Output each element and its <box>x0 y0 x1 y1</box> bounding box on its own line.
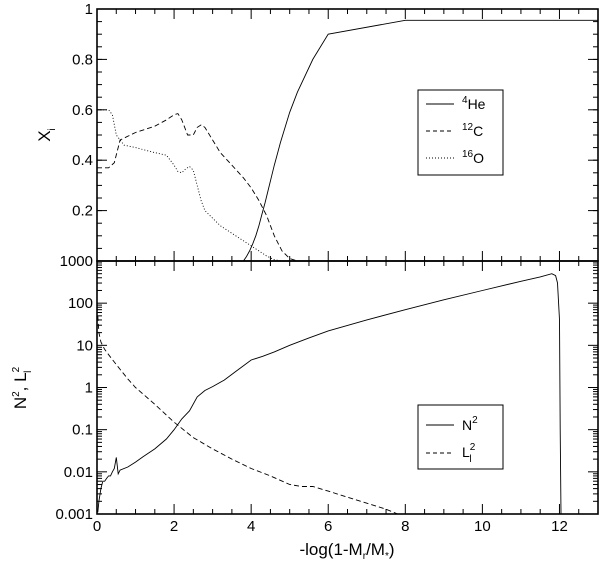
bottom-x-ticks: 0 2 4 6 8 10 12 <box>93 261 599 535</box>
series-line-n2 <box>97 273 562 515</box>
top-curves <box>97 19 598 262</box>
top-y-tick-label: 1 <box>85 1 93 18</box>
bottom-y-tick-label: 1 <box>85 380 93 397</box>
bottom-y-tick-label: 10 <box>76 337 93 354</box>
bottom-x-tick-label: 12 <box>551 518 568 535</box>
legend-entry-l2l: L2 l <box>426 442 476 465</box>
bottom-x-tick-label: 8 <box>401 518 409 535</box>
bottom-legend: N2 L2 l <box>417 404 504 470</box>
legend-entry-o16: 16O <box>426 149 484 166</box>
bottom-curves <box>97 273 562 515</box>
bottom-panel: 0.001 0.01 0.1 1 10 100 1000 0 2 4 6 8 10 12 N2, L2l… <box>11 253 599 562</box>
bottom-x-tick-label: 2 <box>170 518 178 535</box>
bottom-y-tick-label: 0.01 <box>64 464 93 481</box>
top-plot-frame <box>96 8 599 262</box>
top-y-tick-label: 0.4 <box>72 152 93 169</box>
bottom-x-tick-label: 10 <box>474 518 491 535</box>
bottom-y-tick-label: 0.001 <box>55 506 93 523</box>
legend-label-n2: N2 <box>462 415 478 433</box>
top-y-axis-label: Xi <box>35 128 58 142</box>
top-panel: 0.2 0.4 0.6 0.8 1 Xi 4He 12C 16O <box>35 1 599 262</box>
legend-entry-he4: 4He <box>426 95 486 112</box>
legend-label-o16: 16O <box>462 149 484 166</box>
bottom-x-tick-label: 0 <box>93 518 101 535</box>
bottom-y-tick-label: 100 <box>68 295 93 312</box>
bottom-y-ticks: 0.001 0.01 0.1 1 10 100 1000 <box>55 253 598 523</box>
bottom-legend-box <box>417 404 504 470</box>
bottom-x-axis-label: -log(1-Mr/M*) <box>299 540 394 562</box>
series-line-l2l <box>97 315 398 515</box>
top-y-ticks: 0.2 0.4 0.6 0.8 1 <box>72 1 598 262</box>
top-y-tick-label: 0.6 <box>72 102 93 119</box>
legend-label-l2l: L2 l <box>462 442 476 465</box>
bottom-y-axis-label: N2, L2l <box>11 366 34 409</box>
bottom-x-tick-label: 6 <box>324 518 332 535</box>
series-line-12c <box>97 113 298 262</box>
bottom-plot-frame <box>96 260 599 515</box>
bottom-y-tick-label: 0.1 <box>72 422 93 439</box>
legend-entry-c12: 12C <box>426 122 483 139</box>
top-y-tick-label: 0.2 <box>72 203 93 220</box>
top-x-ticks <box>96 9 599 261</box>
bottom-y-tick-label: 1000 <box>60 253 93 270</box>
legend-label-c12: 12C <box>462 122 483 139</box>
top-legend: 4He 12C 16O <box>417 89 504 176</box>
series-line-4he <box>97 19 598 262</box>
bottom-x-tick-label: 4 <box>247 518 255 535</box>
legend-entry-n2: N2 <box>426 415 478 433</box>
top-y-tick-label: 0.8 <box>72 51 93 68</box>
legend-label-he4: 4He <box>462 95 486 112</box>
series-line-16o <box>97 109 283 262</box>
top-legend-box <box>417 89 504 176</box>
